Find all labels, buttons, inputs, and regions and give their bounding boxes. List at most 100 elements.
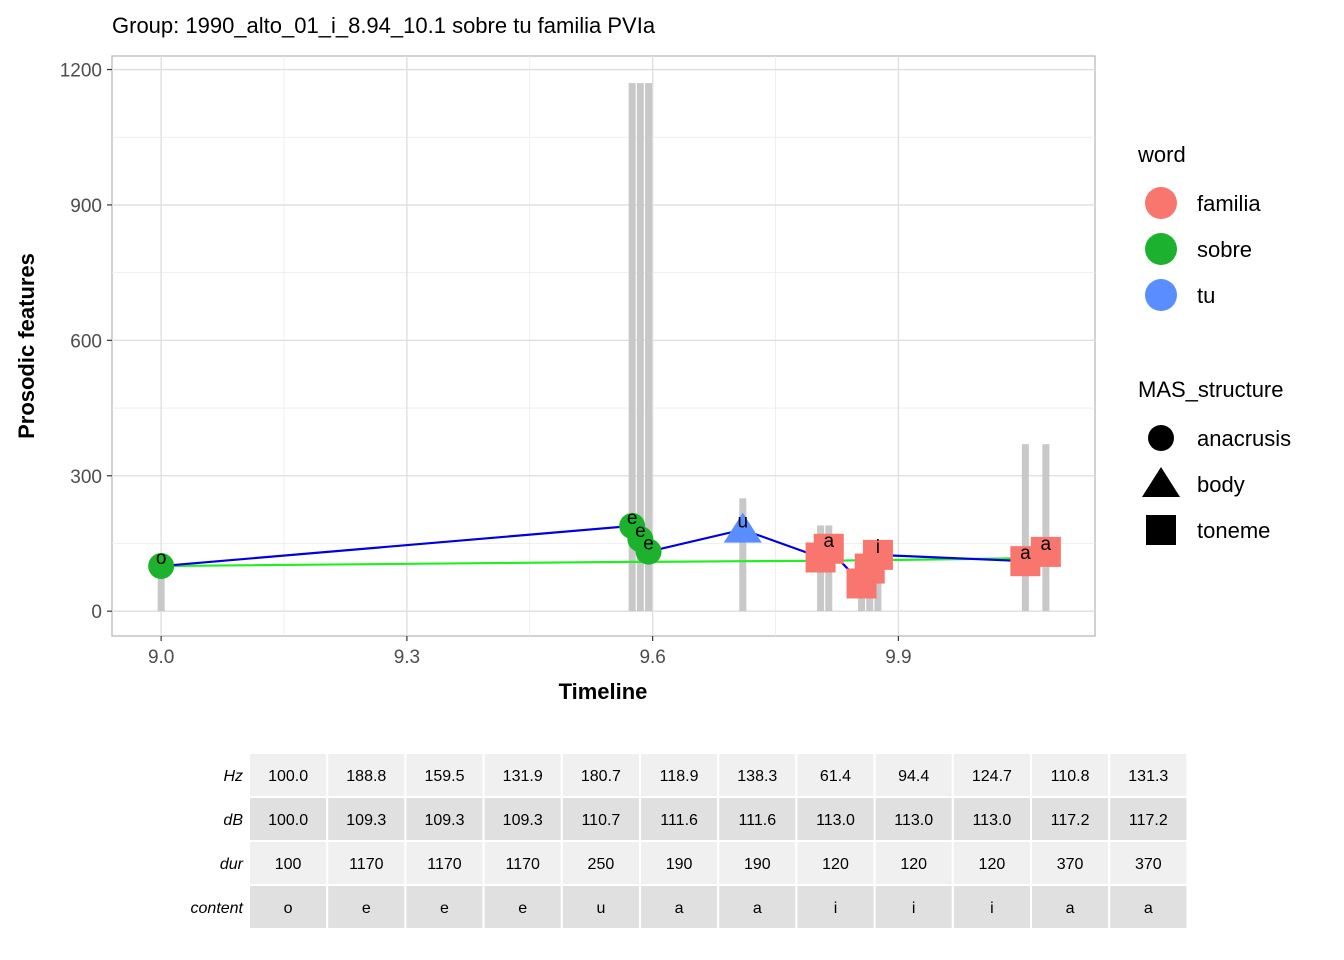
table-cell-bg xyxy=(248,884,329,930)
table-cell-bg xyxy=(1108,884,1189,930)
table-cell-bg xyxy=(951,752,1032,798)
table-cell: 110.7 xyxy=(581,812,620,829)
table-cell: 100.0 xyxy=(268,768,308,785)
table-cell-bg xyxy=(639,884,720,930)
legend-key-word xyxy=(1145,279,1177,311)
point-label: e xyxy=(643,534,654,555)
legend-word-title: word xyxy=(1137,142,1186,167)
point-label: e xyxy=(627,508,638,529)
table-cell-bg xyxy=(873,752,954,798)
table-cell: 370 xyxy=(1135,856,1162,873)
legend-key-structure xyxy=(1142,467,1180,497)
table-cell: 118.9 xyxy=(660,768,699,785)
table-cell: 1170 xyxy=(505,856,540,873)
duration-bar xyxy=(636,83,644,612)
table-cell-bg xyxy=(248,796,329,842)
duration-bar xyxy=(874,557,882,612)
table-cell-bg xyxy=(717,752,798,798)
point-label: e xyxy=(635,521,646,542)
table-cell-bg xyxy=(404,752,485,798)
table-cell-bg xyxy=(717,884,798,930)
table-row-label: Hz xyxy=(223,768,243,785)
table-cell: 100.0 xyxy=(268,812,308,829)
data-point xyxy=(813,533,844,564)
table-cell: 117.2 xyxy=(1129,812,1168,829)
table-cell: 117.2 xyxy=(1051,812,1090,829)
legend-key-structure xyxy=(1146,515,1176,545)
data-point xyxy=(635,538,662,565)
table-cell: 131.9 xyxy=(503,768,543,785)
table-cell: 109.3 xyxy=(503,812,543,829)
point-label: u xyxy=(737,512,748,533)
table-cell: 190 xyxy=(666,856,693,873)
table-cell: 111.6 xyxy=(738,812,776,829)
table-cell-bg xyxy=(1108,840,1189,886)
table-cell-bg xyxy=(248,752,329,798)
legend-structure-title: MAS_structure xyxy=(1138,377,1284,402)
x-tick-label: 9.3 xyxy=(394,647,420,668)
x-tick-label: 9.6 xyxy=(639,647,665,668)
table-cell-bg xyxy=(326,752,407,798)
table-cell: 61.4 xyxy=(820,768,851,785)
duration-bar xyxy=(1042,444,1050,612)
y-axis-title: Prosodic features xyxy=(14,253,39,439)
table-cell: 113.0 xyxy=(972,812,1011,829)
x-tick-label: 9.9 xyxy=(885,647,911,668)
table-cell: 113.0 xyxy=(894,812,933,829)
point-label: i xyxy=(876,537,880,558)
point-label: a xyxy=(1020,543,1031,564)
table-cell: 100 xyxy=(275,856,302,873)
table-cell-bg xyxy=(404,840,485,886)
axes: 9.0 9.3 9.6 9.9 0 300 600 900 1200 xyxy=(60,61,912,668)
table-cell: e xyxy=(518,900,527,917)
data-table: Hz 100.0 188.8 159.5 131.9 180.7 118.9 138.3 61.… xyxy=(191,752,1189,930)
y-tick-label: 1200 xyxy=(60,61,102,82)
table-cell: 159.5 xyxy=(424,768,464,785)
table-cell: 124.7 xyxy=(972,768,1012,785)
legend-key-word xyxy=(1145,233,1177,265)
x-tick-label: 9.0 xyxy=(148,647,174,668)
legend-label-structure: toneme xyxy=(1197,518,1270,543)
table-cell: 370 xyxy=(1057,856,1084,873)
table-row-label: content xyxy=(191,900,244,917)
legend-label-structure: anacrusis xyxy=(1197,426,1291,451)
table-row-label: dur xyxy=(220,856,244,873)
table-cell: 131.3 xyxy=(1128,768,1168,785)
table-cell-bg xyxy=(951,796,1032,842)
table-cell: i xyxy=(912,900,916,917)
table-cell: 188.8 xyxy=(346,768,386,785)
table-cell-bg xyxy=(1108,796,1189,842)
table-cell: 1170 xyxy=(427,856,462,873)
x-axis-title: Timeline xyxy=(559,679,648,704)
table-cell-bg xyxy=(639,840,720,886)
table-cell: 110.8 xyxy=(1051,768,1090,785)
table-cell: 250 xyxy=(588,856,615,873)
table-cell: e xyxy=(362,900,371,917)
table-cell: 180.7 xyxy=(581,768,621,785)
y-tick-label: 300 xyxy=(70,467,102,488)
table-cell: 138.3 xyxy=(737,768,777,785)
data-point xyxy=(723,512,762,543)
table-cell-bg xyxy=(560,884,641,930)
table-cell-bg xyxy=(873,884,954,930)
table-cell: 109.3 xyxy=(424,812,464,829)
table-cell: a xyxy=(753,900,762,917)
table-cell-bg xyxy=(717,840,798,886)
table-cell-bg xyxy=(1030,796,1111,842)
point-label: a xyxy=(823,531,834,552)
y-tick-label: 900 xyxy=(70,196,102,217)
y-tick-label: 600 xyxy=(70,331,102,352)
chart-title: Group: 1990_alto_01_i_8.94_10.1 sobre tu… xyxy=(112,13,656,38)
data-point xyxy=(148,553,175,580)
table-cell-bg xyxy=(795,840,876,886)
table-cell: 120 xyxy=(979,856,1006,873)
duration-bar xyxy=(739,498,747,612)
duration-bar xyxy=(628,83,636,612)
legend-label-word: tu xyxy=(1197,283,1215,308)
table-cell: 120 xyxy=(900,856,927,873)
table-cell: 190 xyxy=(744,856,771,873)
point-label: o xyxy=(156,548,167,569)
data-point xyxy=(862,539,893,570)
table-cell: 120 xyxy=(822,856,849,873)
